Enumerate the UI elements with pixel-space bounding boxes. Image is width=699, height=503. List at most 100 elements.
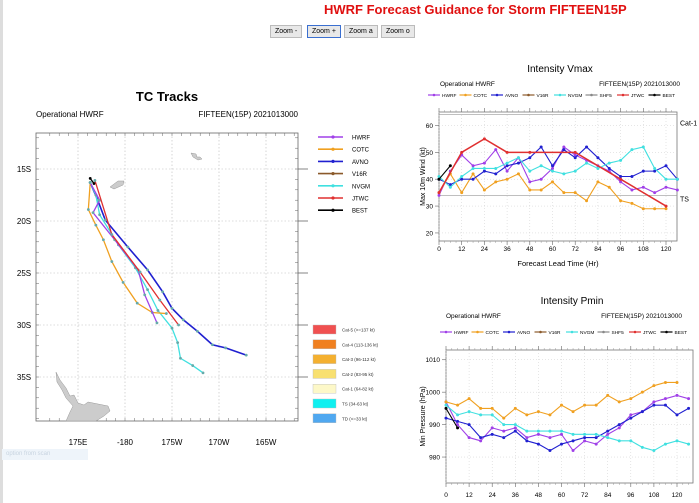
category-swatch (312, 354, 337, 364)
data-point-hwrf (437, 193, 441, 197)
chart-right-subtitle: FIFTEEN(15P) 2021013000 (601, 313, 682, 320)
track-point-nvgm (146, 288, 149, 292)
data-point-nvgm (471, 166, 475, 170)
data-point-hwrf (664, 185, 668, 189)
track-point-avno (211, 343, 214, 347)
lon-tick-label: 175W (162, 438, 183, 447)
legend-marker-nvgm (331, 184, 335, 188)
data-point-hwrf (560, 432, 563, 436)
legend-label-jtwc: JTWC (631, 93, 645, 99)
zoom-in-button[interactable]: Zoom + (307, 25, 341, 38)
track-point-avno (146, 268, 149, 272)
legend-label-nvgm: NVGM (352, 184, 370, 190)
plot-frame (438, 111, 678, 242)
data-point-avno (528, 156, 532, 160)
y-tick-label: 20 (426, 230, 434, 237)
data-point-cotc (479, 406, 483, 410)
data-point-cotc (560, 403, 563, 407)
lat-tick-label: 20S (17, 217, 31, 226)
data-point-avno (640, 410, 644, 414)
zoom-o-button[interactable]: Zoom o (381, 25, 415, 38)
category-swatch (312, 324, 337, 335)
x-tick-label: 0 (437, 246, 441, 253)
x-axis-label: Forecast Lead Time (Hr) (517, 259, 599, 268)
data-point-best (444, 406, 448, 410)
data-point-hwrf (490, 426, 494, 430)
data-point-hwrf (641, 185, 645, 189)
lon-tick-label: -180 (117, 438, 134, 447)
data-point-nvgm (502, 423, 506, 427)
legend-marker-nvgm (570, 330, 574, 334)
data-point-hwrf (562, 145, 566, 149)
series-line-nvgm (438, 146, 678, 189)
data-point-cotc (641, 207, 645, 211)
y-axis-label: Max 10m Wind (kt) (420, 147, 427, 206)
caption-overlay: option from scan (2, 449, 88, 460)
data-point-jtwc (460, 150, 464, 154)
x-tick-label: 96 (627, 492, 635, 499)
data-point-jtwc (505, 150, 509, 154)
legend-label-shf5: SHF5 (612, 330, 625, 336)
data-point-avno (516, 161, 520, 165)
data-point-avno (505, 164, 509, 168)
zoom-out-button[interactable]: Zoom - (270, 25, 303, 38)
data-point-cotc (444, 400, 448, 404)
legend-marker-shf5 (590, 93, 593, 97)
track-point-jtwc (110, 233, 114, 236)
data-point-avno (490, 432, 494, 436)
data-point-nvgm (652, 449, 656, 453)
y-tick-label: 1000 (426, 390, 441, 397)
lon-tick-label: 175E (69, 438, 88, 447)
category-label: Cat-1 (64-82 kt) (342, 387, 374, 392)
x-tick-label: 24 (489, 492, 497, 499)
data-point-avno (630, 175, 634, 178)
zoom-a-button[interactable]: Zoom a (344, 25, 378, 38)
lon-tick-label: 170W (209, 438, 230, 447)
window-edge (0, 0, 3, 503)
legend-label-nvgm: NVGM (580, 330, 594, 336)
data-point-cotc (653, 207, 657, 211)
data-point-nvgm (630, 148, 634, 152)
data-point-avno (479, 436, 483, 440)
data-point-hwrf (513, 426, 517, 430)
data-point-nvgm (525, 429, 529, 433)
track-point-hwrf (155, 321, 159, 325)
data-point-nvgm (490, 413, 494, 417)
track-point-hwrf (143, 293, 147, 297)
lat-tick-label: 15S (17, 165, 31, 174)
track-point-nvgm (176, 341, 180, 345)
data-point-hwrf (675, 188, 679, 192)
legend-label-jtwc: JTWC (352, 197, 369, 203)
legend-marker-avno (495, 93, 499, 97)
data-point-cotc (494, 180, 498, 184)
chart-right-subtitle: FIFTEEN(15P) 2021013000 (599, 81, 680, 88)
data-point-nvgm (583, 432, 587, 436)
data-point-hwrf (583, 439, 587, 443)
data-point-cotc (585, 199, 589, 203)
legend-marker-hwrf (432, 93, 436, 97)
data-point-avno (652, 403, 656, 407)
legend-label-avno: AVNO (505, 93, 519, 99)
data-point-nvgm (629, 439, 633, 443)
data-point-hwrf (536, 432, 540, 436)
track-point-avno (244, 353, 248, 357)
data-point-cotc (467, 397, 471, 401)
legend-label-v16r: V16R (352, 172, 368, 178)
y-tick-label: 990 (429, 422, 440, 429)
data-point-cotc (596, 180, 600, 184)
legend-marker-hwrf (444, 330, 448, 334)
map-frame (35, 132, 299, 422)
data-point-cotc (551, 180, 554, 184)
legend-marker-best (665, 330, 668, 334)
x-tick-label: 120 (661, 246, 672, 253)
track-point-avno (181, 318, 185, 322)
y-tick-label: 1010 (426, 357, 441, 364)
x-tick-label: 12 (458, 246, 466, 253)
data-point-nvgm (505, 161, 509, 165)
data-point-cotc (675, 380, 679, 384)
data-point-hwrf (573, 153, 577, 157)
legend-label-best: BEST (352, 209, 368, 215)
data-point-avno (594, 436, 598, 440)
data-point-avno (596, 156, 600, 160)
